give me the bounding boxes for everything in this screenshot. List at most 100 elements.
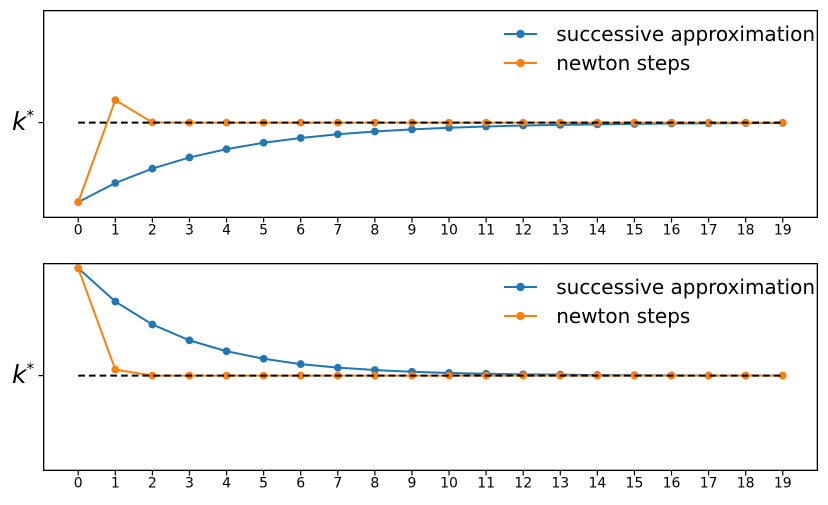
x-tick-label: 7 [333, 223, 342, 239]
data-point-newton-steps [630, 118, 639, 127]
k-star-superscript: * [26, 359, 35, 378]
x-tick-label: 4 [222, 223, 231, 239]
data-point-newton-steps [704, 118, 713, 127]
data-point-successive-approximation [222, 145, 231, 154]
data-point-successive-approximation [370, 127, 379, 136]
x-tick-label: 1 [111, 223, 120, 239]
legend-item-successive-approximation: successive approximation [504, 272, 815, 301]
k-star-base: k [12, 107, 27, 136]
legend-label: newton steps [556, 303, 691, 328]
series-line-newton-steps [77, 99, 783, 203]
data-point-newton-steps [222, 118, 231, 127]
series-line-successive-approximation [77, 122, 783, 203]
data-point-successive-approximation [333, 130, 342, 139]
axes-spines [42, 9, 819, 218]
x-tick-label: 8 [370, 223, 379, 239]
data-point-newton-steps [296, 118, 305, 127]
data-point-newton-steps [778, 371, 787, 380]
data-point-successive-approximation [296, 134, 305, 142]
legend-swatch-newton-steps [504, 58, 538, 67]
data-point-newton-steps [704, 371, 713, 380]
data-point-successive-approximation [148, 320, 157, 329]
x-tick-label: 12 [514, 223, 532, 239]
data-point-newton-steps [111, 96, 120, 104]
x-tick-label: 6 [296, 476, 305, 492]
plot-area-bottom: 0 1 2 3 4 5 6 7 8 9 10 11 12 13 14 15 16 17 18 19 [38, 262, 819, 492]
legend-marker-sample [516, 282, 525, 291]
x-tick-label: 18 [737, 223, 755, 239]
x-tick-label: 14 [588, 223, 606, 239]
data-point-newton-steps [222, 371, 231, 380]
x-tick-label: 2 [148, 223, 157, 239]
subplot-bottom: k* 0 1 2 3 4 5 6 7 8 9 10 11 12 13 14 15 16 17 18 19 succes… [0, 253, 828, 505]
x-tick-label: 5 [259, 476, 268, 492]
legend-label: successive approximation [556, 21, 815, 46]
legend-label: newton steps [556, 50, 691, 75]
legend-marker-sample [516, 29, 525, 38]
data-point-successive-approximation [259, 138, 268, 147]
data-point-successive-approximation [111, 179, 120, 187]
data-point-newton-steps [296, 371, 305, 380]
data-point-successive-approximation [185, 153, 194, 162]
legend-swatch-successive-approximation [504, 29, 538, 38]
x-tick-label: 16 [663, 223, 681, 239]
x-tick-label: 0 [74, 476, 83, 492]
data-point-newton-steps [111, 365, 120, 374]
x-tick-label: 10 [440, 223, 458, 239]
data-point-newton-steps [445, 118, 453, 127]
x-tick-label: 9 [407, 223, 416, 239]
legend-item-newton-steps: newton steps [504, 301, 815, 330]
data-point-newton-steps [630, 371, 639, 380]
x-tick-label: 13 [551, 223, 569, 239]
x-tick-label: 8 [370, 476, 379, 492]
legend-swatch-successive-approximation [504, 282, 538, 291]
x-tick-label: 3 [185, 476, 194, 492]
data-point-successive-approximation [408, 125, 416, 134]
legend-marker-sample [516, 58, 525, 67]
data-point-newton-steps [370, 371, 379, 380]
legend-swatch-newton-steps [504, 311, 538, 320]
x-tick-label: 17 [700, 223, 718, 239]
axes-spines [42, 262, 819, 471]
x-tick-label: 16 [663, 476, 681, 492]
x-tick-label: 1 [111, 476, 120, 492]
k-star-superscript: * [26, 106, 35, 125]
x-tick-label: 15 [626, 223, 644, 239]
x-tick-label: 19 [774, 223, 792, 239]
legend-top: successive approximation newton steps [504, 19, 815, 77]
data-point-newton-steps [778, 118, 787, 127]
x-tick-label: 11 [477, 476, 495, 492]
data-point-newton-steps [148, 118, 157, 127]
legend-label: successive approximation [556, 274, 815, 299]
data-point-successive-approximation [185, 336, 194, 345]
y-tick-label-k-star: k* [0, 107, 34, 137]
x-tick-label: 2 [148, 476, 157, 492]
x-tick-label: 4 [222, 476, 231, 492]
legend-bottom: successive approximation newton steps [504, 272, 815, 330]
data-point-successive-approximation [222, 347, 231, 356]
x-tick-label: 10 [440, 476, 458, 492]
plot-area-top: 0 1 2 3 4 5 6 7 8 9 10 11 12 13 14 15 16 17 18 19 [38, 9, 819, 239]
data-point-successive-approximation [333, 363, 342, 372]
y-tick-label-k-star: k* [0, 360, 34, 390]
x-tick-label: 12 [514, 476, 532, 492]
x-tick-label: 14 [588, 476, 606, 492]
data-point-newton-steps [74, 198, 83, 207]
data-point-successive-approximation [259, 354, 268, 363]
x-tick-label: 6 [296, 223, 305, 239]
data-point-newton-steps [74, 264, 83, 273]
x-tick-label: 19 [774, 476, 792, 492]
x-tick-label: 3 [185, 223, 194, 239]
legend-item-successive-approximation: successive approximation [504, 19, 815, 48]
data-point-successive-approximation [370, 366, 379, 374]
data-point-successive-approximation [148, 164, 157, 173]
data-point-newton-steps [148, 371, 157, 380]
x-tick-label: 17 [700, 476, 718, 492]
subplot-top: k* 0 1 2 3 4 5 6 7 8 9 10 11 12 13 14 15 16 17 18 19 succes… [0, 0, 828, 252]
x-tick-label: 5 [259, 223, 268, 239]
x-tick-label: 7 [333, 476, 342, 492]
x-tick-label: 18 [737, 476, 755, 492]
data-point-successive-approximation [111, 297, 120, 306]
x-tick-label: 11 [477, 223, 495, 239]
